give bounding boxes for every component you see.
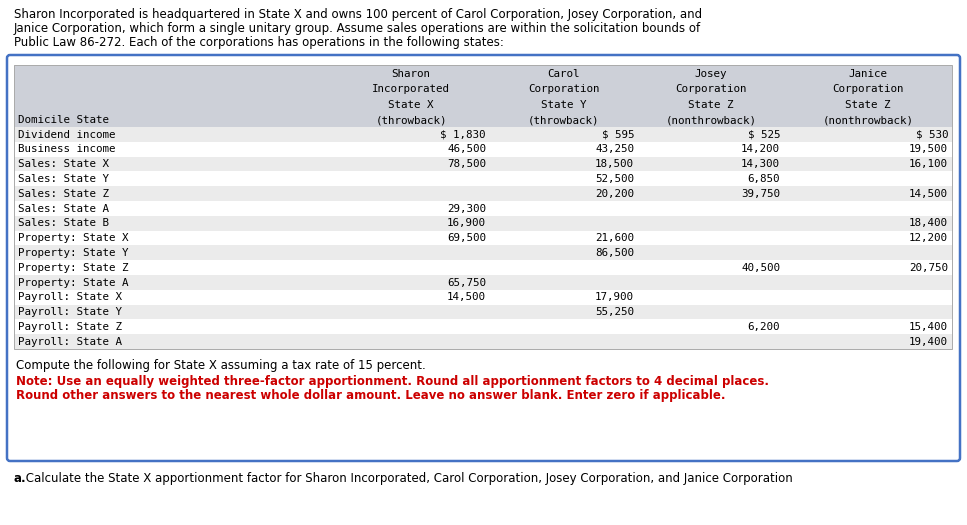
Text: Sales: State B: Sales: State B	[18, 218, 109, 228]
Text: 12,200: 12,200	[909, 233, 948, 243]
FancyBboxPatch shape	[14, 142, 952, 156]
Text: State Z: State Z	[845, 100, 891, 110]
FancyBboxPatch shape	[14, 334, 952, 349]
FancyBboxPatch shape	[14, 275, 952, 290]
Text: Note: Use an equally weighted three-factor apportionment. Round all apportionmen: Note: Use an equally weighted three-fact…	[16, 375, 769, 388]
Text: Property: State X: Property: State X	[18, 233, 129, 243]
FancyBboxPatch shape	[14, 216, 952, 230]
Text: 19,500: 19,500	[909, 144, 948, 154]
FancyBboxPatch shape	[14, 319, 952, 334]
Text: 40,500: 40,500	[741, 263, 780, 273]
Text: $ 595: $ 595	[601, 130, 634, 140]
Text: Corporation: Corporation	[528, 85, 600, 94]
Text: Payroll: State Y: Payroll: State Y	[18, 307, 122, 317]
Text: Property: State A: Property: State A	[18, 278, 129, 288]
Text: 52,500: 52,500	[595, 174, 634, 184]
Text: 14,500: 14,500	[447, 292, 486, 302]
Text: Sharon: Sharon	[392, 69, 430, 79]
Text: a.: a.	[14, 472, 27, 485]
Text: Dividend income: Dividend income	[18, 130, 115, 140]
Text: Incorporated: Incorporated	[372, 85, 450, 94]
FancyBboxPatch shape	[14, 290, 952, 304]
Text: 14,500: 14,500	[909, 189, 948, 199]
FancyBboxPatch shape	[14, 304, 952, 319]
FancyBboxPatch shape	[14, 186, 952, 201]
Text: State Y: State Y	[542, 100, 587, 110]
Text: (nonthrowback): (nonthrowback)	[823, 116, 914, 125]
FancyBboxPatch shape	[14, 156, 952, 171]
FancyBboxPatch shape	[14, 127, 952, 142]
Text: 55,250: 55,250	[595, 307, 634, 317]
FancyBboxPatch shape	[14, 171, 952, 186]
Text: Compute the following for State X assuming a tax rate of 15 percent.: Compute the following for State X assumi…	[16, 359, 425, 372]
Text: Carol: Carol	[547, 69, 580, 79]
Text: Janice: Janice	[848, 69, 888, 79]
Text: Property: State Y: Property: State Y	[18, 248, 129, 258]
FancyBboxPatch shape	[14, 65, 952, 127]
Text: Payroll: State X: Payroll: State X	[18, 292, 122, 302]
Text: Sales: State Z: Sales: State Z	[18, 189, 109, 199]
Text: (throwback): (throwback)	[528, 116, 600, 125]
FancyBboxPatch shape	[14, 230, 952, 245]
Text: 16,100: 16,100	[909, 159, 948, 169]
Text: 21,600: 21,600	[595, 233, 634, 243]
Text: 17,900: 17,900	[595, 292, 634, 302]
FancyBboxPatch shape	[14, 260, 952, 275]
Text: Corporation: Corporation	[833, 85, 904, 94]
Text: 14,300: 14,300	[741, 159, 780, 169]
Text: 43,250: 43,250	[595, 144, 634, 154]
Text: 65,750: 65,750	[447, 278, 486, 288]
Text: 16,900: 16,900	[447, 218, 486, 228]
Text: 69,500: 69,500	[447, 233, 486, 243]
Text: 19,400: 19,400	[909, 337, 948, 347]
Text: $ 1,830: $ 1,830	[441, 130, 486, 140]
Text: Round other answers to the nearest whole dollar amount. Leave no answer blank. E: Round other answers to the nearest whole…	[16, 389, 725, 402]
Text: 6,850: 6,850	[747, 174, 780, 184]
Text: 29,300: 29,300	[447, 204, 486, 214]
Text: Payroll: State A: Payroll: State A	[18, 337, 122, 347]
Text: 86,500: 86,500	[595, 248, 634, 258]
Text: 14,200: 14,200	[741, 144, 780, 154]
Text: 20,200: 20,200	[595, 189, 634, 199]
Text: Janice Corporation, which form a single unitary group. Assume sales operations a: Janice Corporation, which form a single …	[14, 22, 701, 35]
Text: 39,750: 39,750	[741, 189, 780, 199]
Text: 18,500: 18,500	[595, 159, 634, 169]
Text: Public Law 86-272. Each of the corporations has operations in the following stat: Public Law 86-272. Each of the corporati…	[14, 36, 504, 49]
Text: Sharon Incorporated is headquartered in State X and owns 100 percent of Carol Co: Sharon Incorporated is headquartered in …	[14, 8, 702, 21]
Text: 15,400: 15,400	[909, 322, 948, 332]
Text: (nonthrowback): (nonthrowback)	[665, 116, 756, 125]
Text: Sales: State A: Sales: State A	[18, 204, 109, 214]
Text: State Z: State Z	[689, 100, 734, 110]
FancyBboxPatch shape	[14, 245, 952, 260]
Text: 6,200: 6,200	[747, 322, 780, 332]
Text: $ 525: $ 525	[747, 130, 780, 140]
Text: Corporation: Corporation	[675, 85, 747, 94]
Text: Sales: State Y: Sales: State Y	[18, 174, 109, 184]
FancyBboxPatch shape	[14, 201, 952, 216]
Text: 18,400: 18,400	[909, 218, 948, 228]
Text: 20,750: 20,750	[909, 263, 948, 273]
Text: $ 530: $ 530	[916, 130, 948, 140]
Text: Property: State Z: Property: State Z	[18, 263, 129, 273]
Text: (throwback): (throwback)	[375, 116, 447, 125]
Text: Calculate the State X apportionment factor for Sharon Incorporated, Carol Corpor: Calculate the State X apportionment fact…	[22, 472, 793, 485]
Text: State X: State X	[388, 100, 434, 110]
Text: Sales: State X: Sales: State X	[18, 159, 109, 169]
Text: Josey: Josey	[694, 69, 727, 79]
Text: 78,500: 78,500	[447, 159, 486, 169]
FancyBboxPatch shape	[7, 55, 960, 461]
Text: Business income: Business income	[18, 144, 115, 154]
Text: Domicile State: Domicile State	[18, 116, 109, 125]
Text: 46,500: 46,500	[447, 144, 486, 154]
Text: Payroll: State Z: Payroll: State Z	[18, 322, 122, 332]
